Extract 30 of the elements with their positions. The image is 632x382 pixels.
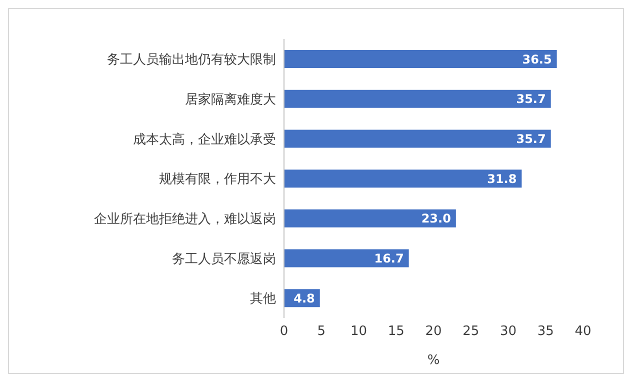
bar: [284, 90, 551, 108]
bar: [284, 209, 456, 228]
x-tick-label: 25: [462, 324, 480, 340]
y-tick-label: 其他: [250, 292, 276, 307]
y-tick-label: 务工人员不愿返岗: [172, 252, 276, 267]
x-tick-label: 5: [317, 324, 326, 340]
y-tick-label: 规模有限，作用不大: [159, 172, 276, 188]
x-tick-label: 0: [280, 324, 288, 340]
bar: [284, 249, 409, 268]
x-tick-label: 40: [574, 324, 592, 340]
data-label: 31.8: [487, 172, 517, 186]
data-label: 35.7: [516, 132, 546, 146]
bar: [284, 50, 557, 68]
x-tick-label: 20: [425, 324, 442, 340]
y-tick-label: 务工人员输出地仍有较大限制: [107, 52, 276, 68]
x-tick-label: 35: [537, 324, 554, 340]
x-tick-label: 10: [350, 324, 368, 340]
data-label: 35.7: [516, 92, 546, 106]
data-label: 16.7: [374, 252, 404, 266]
bar: [284, 130, 551, 148]
data-label: 36.5: [522, 52, 552, 66]
x-axis-title: %: [427, 353, 440, 368]
x-tick-label: 30: [500, 324, 517, 340]
data-label: 4.8: [294, 291, 315, 306]
y-tick-label: 居家隔离难度大: [185, 91, 276, 108]
y-tick-label: 成本太高，企业难以承受: [133, 131, 276, 148]
bar: [284, 170, 522, 188]
y-tick-label: 企业所在地拒绝进入，难以返岗: [94, 212, 276, 227]
x-tick-label: 15: [388, 324, 404, 340]
data-label: 23.0: [421, 212, 451, 226]
